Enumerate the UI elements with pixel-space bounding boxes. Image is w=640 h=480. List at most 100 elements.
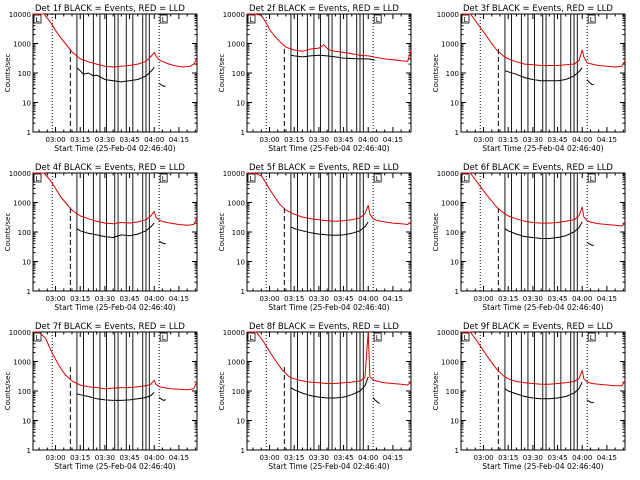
y-tick-label: 1000	[227, 200, 245, 208]
x-tick-label: 04:15	[383, 454, 403, 462]
x-tick-label: 03:00	[45, 136, 65, 144]
x-tick-label: 03:30	[523, 454, 543, 462]
x-tick-label: 04:00	[358, 136, 378, 144]
x-tick-label: 04:15	[597, 454, 617, 462]
lld-series-line	[33, 331, 198, 391]
x-tick-label: 03:30	[523, 136, 543, 144]
events-series-line	[76, 391, 155, 401]
events-series-line	[290, 376, 369, 399]
x-axis-label: Start Time (25-Feb-04 02:46:40)	[482, 303, 603, 312]
lld-series-line	[33, 13, 198, 68]
x-tick-label: 03:00	[259, 295, 279, 303]
panel-title: Det 3f BLACK = Events, RED = LLD	[463, 4, 613, 14]
y-axis-label: Counts/sec	[432, 54, 440, 93]
panel-marker-box	[33, 14, 42, 24]
x-tick-label: 03:15	[284, 295, 304, 303]
y-axis-label: Counts/sec	[218, 372, 226, 411]
y-tick-label: 1000	[227, 359, 245, 367]
events-series-line	[586, 79, 594, 86]
x-axis-label: Start Time (25-Feb-04 02:46:40)	[482, 462, 603, 471]
events-series-line	[290, 221, 369, 236]
panel-marker-box	[587, 14, 596, 24]
y-tick-label: 1000	[441, 359, 459, 367]
x-axis-label: Start Time (25-Feb-04 02:46:40)	[268, 303, 389, 312]
y-tick-label: 1	[27, 447, 31, 455]
x-tick-label: 03:45	[119, 295, 139, 303]
x-tick-label: 03:15	[498, 136, 518, 144]
panel-marker-label: L	[376, 334, 380, 342]
events-series-line	[290, 54, 375, 61]
y-tick-label: 10	[450, 418, 459, 426]
events-series-line	[76, 66, 155, 83]
detector-panel: Det 5f BLACK = Events, RED = LLD 1 10 100 10…	[218, 163, 412, 312]
x-tick-label: 03:45	[119, 454, 139, 462]
y-tick-label: 100	[446, 229, 459, 237]
x-tick-label: 04:00	[358, 454, 378, 462]
x-tick-label: 03:30	[95, 295, 115, 303]
y-axis-label: Counts/sec	[4, 372, 12, 411]
events-series-line	[158, 82, 166, 87]
y-tick-label: 1000	[441, 41, 459, 49]
panel-marker-box	[159, 332, 168, 342]
x-tick-label: 04:00	[144, 295, 164, 303]
detector-panel: Det 2f BLACK = Events, RED = LLD 1 10 100 10…	[218, 4, 412, 153]
y-tick-label: 1000	[441, 200, 459, 208]
x-tick-label: 03:00	[259, 454, 279, 462]
y-tick-label: 1	[241, 288, 245, 296]
x-tick-label: 03:45	[547, 454, 567, 462]
panel-marker-box	[373, 332, 382, 342]
x-tick-label: 03:15	[498, 454, 518, 462]
panel-marker-box	[33, 173, 42, 183]
y-tick-label: 10000	[437, 170, 459, 178]
panel-marker-box	[587, 173, 596, 183]
y-tick-label: 10000	[437, 329, 459, 337]
panel-title: Det 2f BLACK = Events, RED = LLD	[249, 4, 399, 14]
panel-marker-label: L	[36, 16, 40, 24]
x-tick-label: 03:30	[95, 136, 115, 144]
y-tick-label: 10	[236, 100, 245, 108]
lld-series-line	[247, 331, 412, 386]
detector-panel: Det 1f BLACK = Events, RED = LLD 1 10 100 10…	[4, 4, 198, 153]
panel-marker-box	[373, 173, 382, 183]
panel-marker-label: L	[250, 16, 254, 24]
x-axis-label: Start Time (25-Feb-04 02:46:40)	[482, 144, 603, 153]
panel-title: Det 5f BLACK = Events, RED = LLD	[249, 163, 399, 173]
y-tick-label: 1	[455, 447, 459, 455]
panel-marker-box	[373, 14, 382, 24]
events-series-line	[504, 221, 583, 239]
x-tick-label: 03:45	[547, 295, 567, 303]
events-series-line	[158, 397, 166, 401]
x-tick-label: 04:00	[572, 136, 592, 144]
y-axis-label: Counts/sec	[432, 372, 440, 411]
y-tick-label: 10000	[223, 170, 245, 178]
y-axis-label: Counts/sec	[432, 213, 440, 252]
panel-title: Det 6f BLACK = Events, RED = LLD	[463, 163, 613, 173]
panel-marker-label: L	[36, 175, 40, 183]
lld-series-line	[247, 172, 412, 225]
y-axis-label: Counts/sec	[218, 213, 226, 252]
y-tick-label: 10	[22, 418, 31, 426]
panel-marker-label: L	[162, 334, 166, 342]
x-tick-label: 04:15	[383, 136, 403, 144]
panel-marker-label: L	[162, 175, 166, 183]
y-tick-label: 1	[455, 129, 459, 137]
x-tick-label: 04:00	[572, 454, 592, 462]
detector-panel: Det 9f BLACK = Events, RED = LLD 1 10 100 10…	[432, 322, 626, 471]
detector-panel: Det 4f BLACK = Events, RED = LLD 1 10 100 10…	[4, 163, 198, 312]
x-tick-label: 03:45	[333, 136, 353, 144]
x-tick-label: 03:30	[309, 295, 329, 303]
y-tick-label: 10	[450, 100, 459, 108]
events-series-line	[504, 67, 583, 82]
x-axis-label: Start Time (25-Feb-04 02:46:40)	[54, 462, 175, 471]
y-tick-label: 10000	[223, 11, 245, 19]
panel-marker-box	[247, 332, 256, 342]
x-tick-label: 04:15	[169, 295, 189, 303]
x-tick-label: 03:30	[309, 136, 329, 144]
panel-marker-box	[159, 14, 168, 24]
panel-marker-label: L	[590, 175, 594, 183]
y-tick-label: 1000	[13, 359, 31, 367]
y-axis-label: Counts/sec	[218, 54, 226, 93]
x-tick-label: 03:30	[309, 454, 329, 462]
events-series-line	[158, 240, 166, 245]
y-tick-label: 1000	[227, 41, 245, 49]
